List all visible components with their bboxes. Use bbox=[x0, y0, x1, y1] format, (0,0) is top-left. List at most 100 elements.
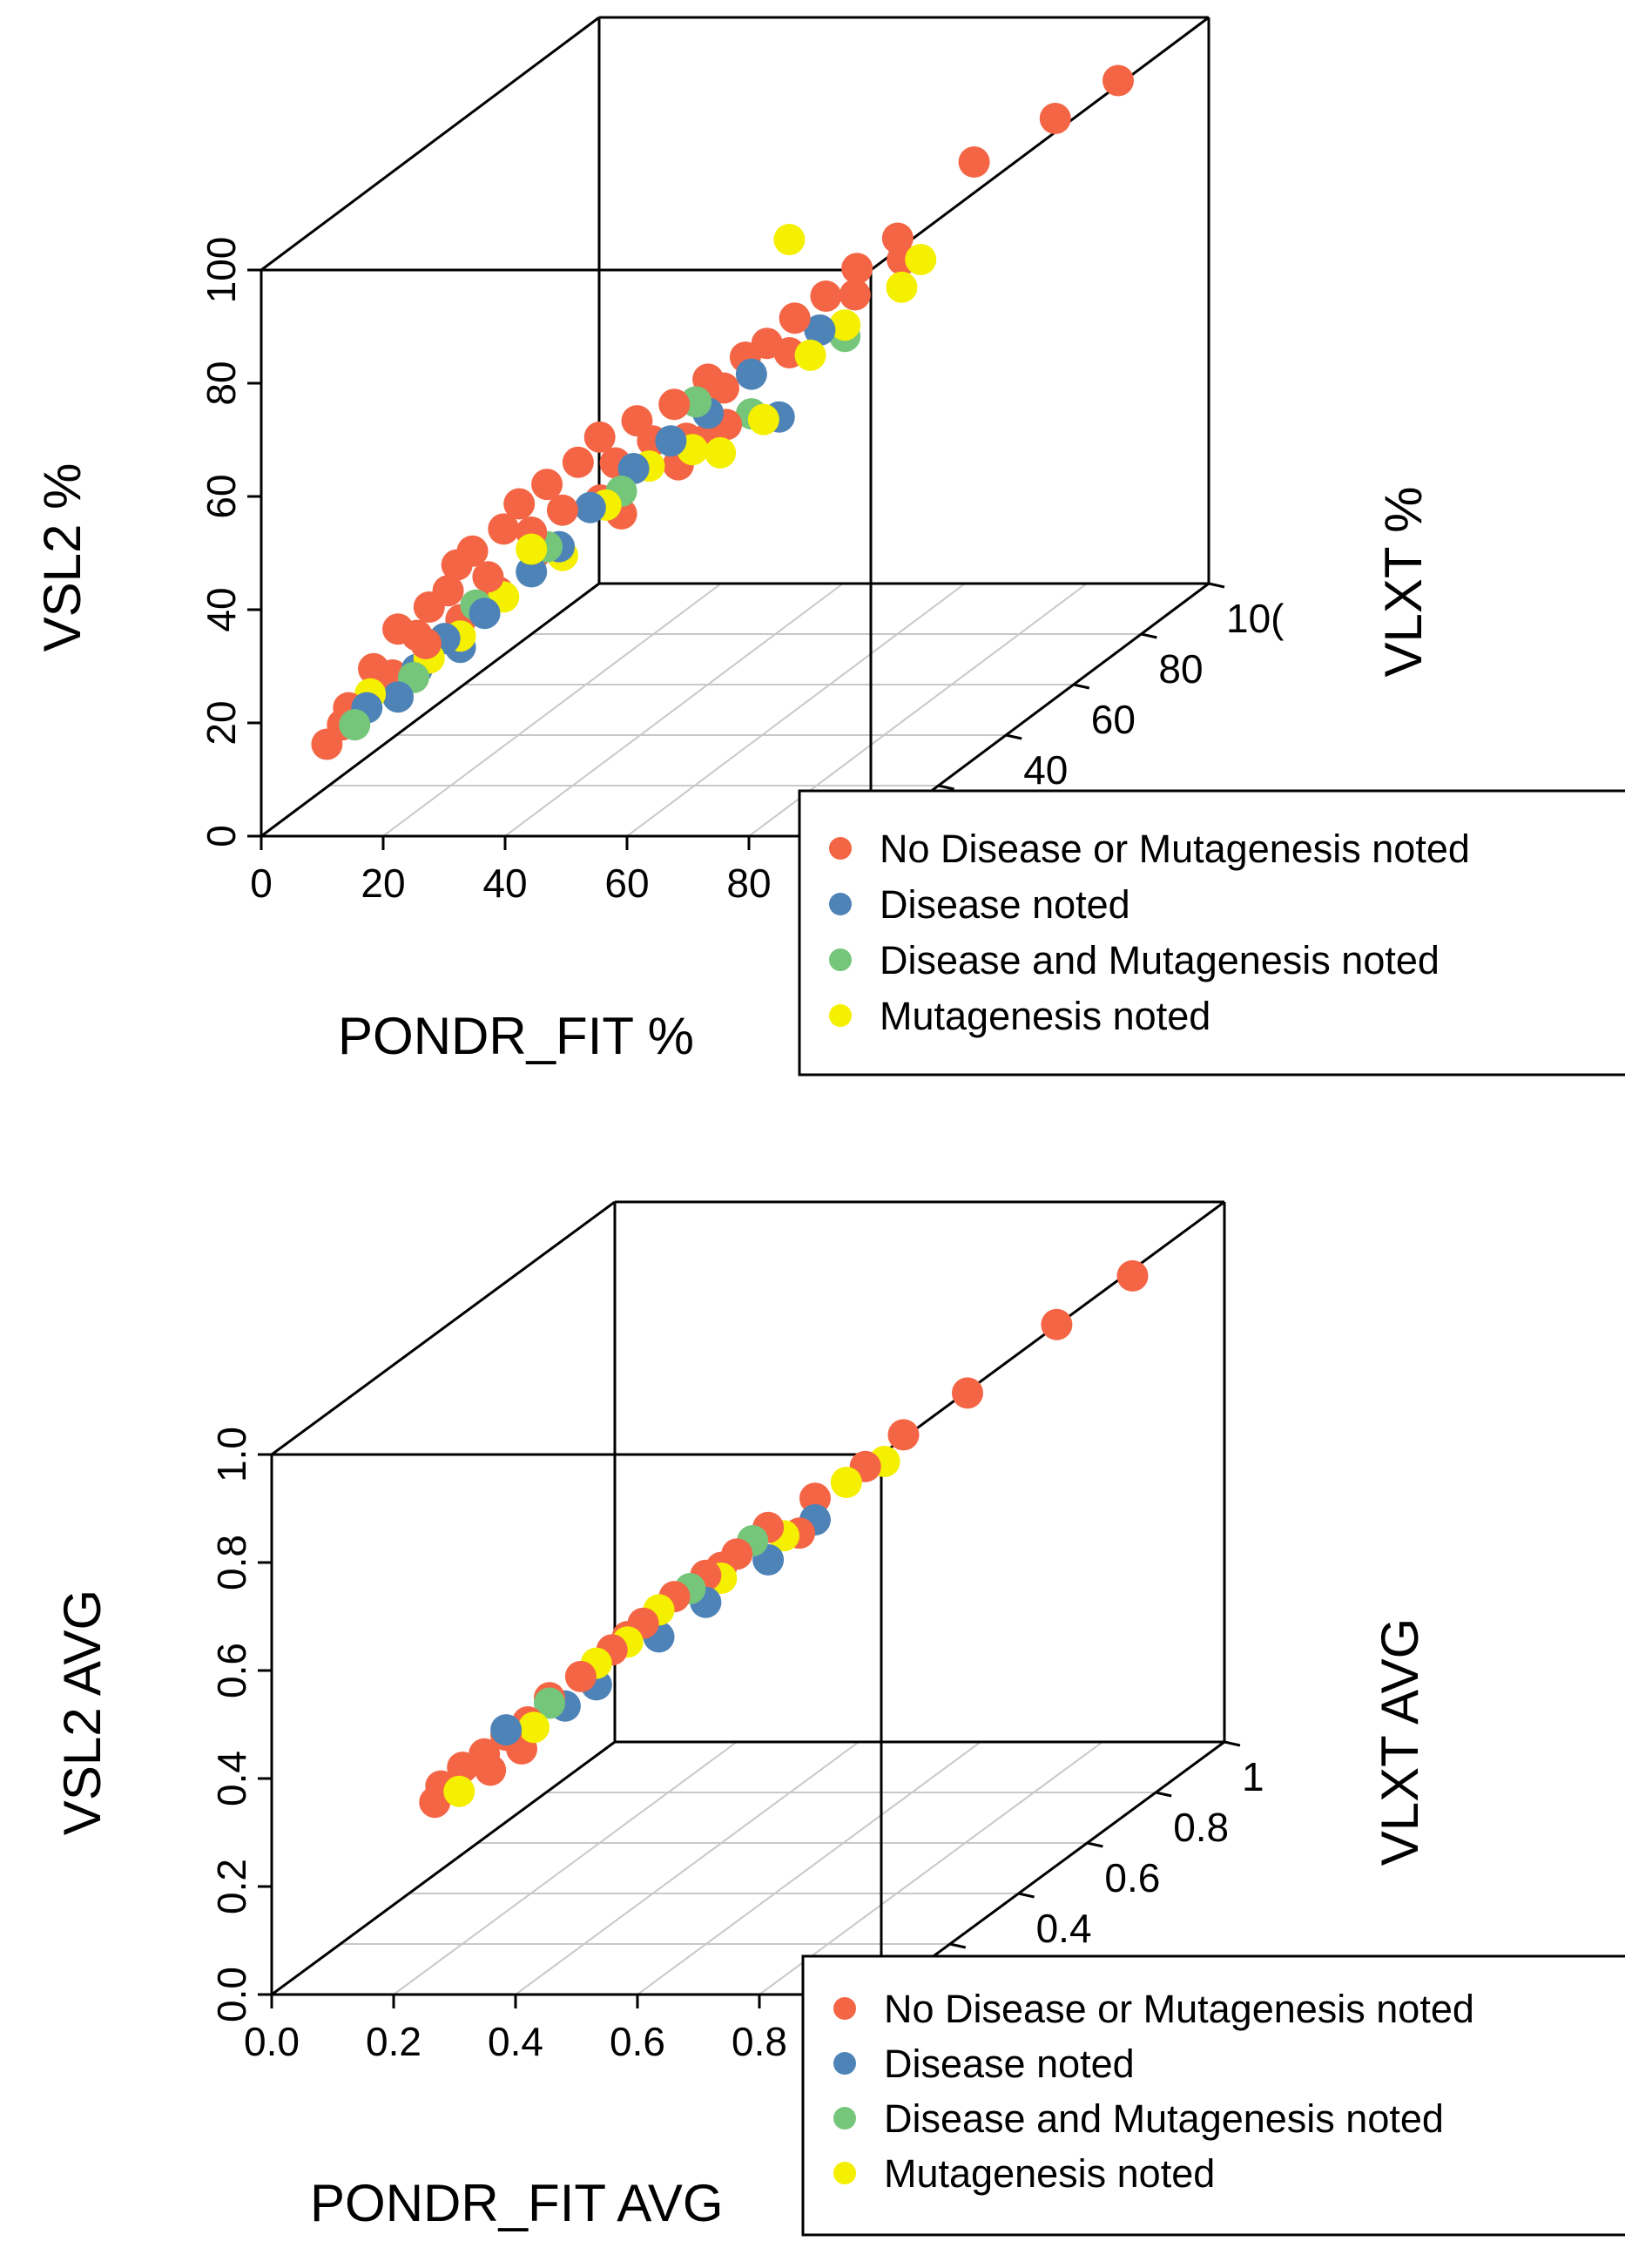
y-tick-mark bbox=[1224, 1740, 1241, 1747]
legend: No Disease or Mutagenesis noted Disease n… bbox=[798, 789, 1625, 1077]
chart-percent: 0204060801000204060802040608010( VSL2 % … bbox=[33, 16, 1625, 1077]
data-point bbox=[546, 494, 578, 526]
legend-label: Disease noted bbox=[880, 882, 1130, 927]
legend-marker bbox=[829, 837, 852, 860]
data-point bbox=[488, 513, 520, 545]
box-edge bbox=[880, 1740, 1225, 1996]
z-tick-label: 0 bbox=[199, 825, 244, 847]
floor-grid-line bbox=[504, 583, 844, 837]
data-point bbox=[621, 405, 653, 437]
data-point bbox=[441, 549, 473, 581]
z-tick-label: 0.0 bbox=[209, 1967, 254, 2022]
data-point bbox=[1039, 103, 1071, 134]
data-point bbox=[447, 1752, 479, 1784]
y-axis-title: VLXT % bbox=[1374, 487, 1433, 678]
z-tick-label: 0.6 bbox=[209, 1643, 254, 1698]
data-point bbox=[1102, 64, 1134, 97]
box-edge bbox=[870, 16, 1210, 272]
floor-grid-line bbox=[626, 583, 966, 837]
y-tick-mark bbox=[1141, 632, 1157, 639]
y-tick-mark bbox=[1005, 733, 1022, 740]
chart-average: 0.00.20.40.60.81.00.00.20.40.60.80.20.40… bbox=[53, 1200, 1625, 2237]
floor-grid-line bbox=[382, 583, 722, 837]
data-point bbox=[409, 627, 442, 659]
data-point bbox=[574, 491, 606, 523]
x-tick-label: 0.4 bbox=[488, 2019, 543, 2064]
data-point bbox=[413, 591, 445, 623]
data-point bbox=[887, 1419, 920, 1451]
floor-grid-line bbox=[759, 1741, 1103, 1995]
x-tick-label: 80 bbox=[726, 861, 771, 906]
legend-marker bbox=[829, 1004, 852, 1027]
y-tick-label: 40 bbox=[1023, 747, 1068, 793]
z-tick-label: 0.2 bbox=[209, 1859, 254, 1914]
y-tick-mark bbox=[1208, 582, 1225, 589]
data-point bbox=[705, 436, 737, 469]
y-tick-mark bbox=[1087, 1841, 1103, 1848]
data-point bbox=[516, 533, 548, 565]
data-point bbox=[779, 302, 811, 334]
z-tick-label: 0.8 bbox=[209, 1535, 254, 1590]
data-point bbox=[475, 1754, 507, 1786]
y-tick-label: 10( bbox=[1226, 596, 1284, 641]
data-point bbox=[503, 488, 536, 520]
legend-label: Disease noted bbox=[884, 2042, 1135, 2086]
data-point bbox=[830, 1467, 862, 1498]
z-tick-label: 1.0 bbox=[209, 1427, 254, 1482]
plot-area: 0.00.20.40.60.81.00.00.20.40.60.80.20.40… bbox=[209, 1200, 1264, 2064]
data-point bbox=[443, 1775, 475, 1807]
box-edge bbox=[271, 1200, 616, 1456]
z-tick-label: 100 bbox=[199, 237, 244, 304]
y-axis-title: VLXT AVG bbox=[1371, 1618, 1429, 1866]
legend-marker bbox=[829, 893, 852, 915]
data-point bbox=[469, 597, 501, 630]
data-point bbox=[655, 425, 687, 457]
data-point bbox=[518, 1711, 550, 1744]
data-point bbox=[516, 556, 548, 588]
data-point bbox=[583, 421, 616, 453]
z-tick-label: 20 bbox=[199, 700, 244, 745]
data-point bbox=[881, 222, 914, 254]
data-point bbox=[658, 388, 691, 421]
data-point bbox=[311, 728, 343, 760]
x-tick-label: 40 bbox=[482, 861, 527, 906]
floor-grid-line bbox=[637, 1741, 981, 1995]
legend-label: No Disease or Mutagenesis noted bbox=[880, 827, 1470, 871]
box-edge bbox=[260, 582, 600, 838]
data-point bbox=[382, 613, 415, 645]
x-tick-label: 0 bbox=[250, 861, 273, 906]
legend-label: Disease and Mutagenesis noted bbox=[880, 938, 1440, 982]
legend-label: Disease and Mutagenesis noted bbox=[884, 2096, 1444, 2141]
x-tick-label: 0.2 bbox=[366, 2019, 421, 2064]
data-point bbox=[958, 146, 990, 178]
y-tick-label: 0.4 bbox=[1036, 1906, 1092, 1951]
y-tick-mark bbox=[1018, 1892, 1035, 1899]
data-point bbox=[841, 253, 873, 285]
data-point bbox=[562, 446, 594, 478]
legend-marker bbox=[833, 2107, 856, 2130]
data-point bbox=[531, 469, 563, 501]
data-point bbox=[804, 314, 836, 346]
legend-label: Mutagenesis noted bbox=[880, 994, 1210, 1038]
data-point bbox=[1116, 1259, 1149, 1292]
x-tick-label: 0.6 bbox=[610, 2019, 665, 2064]
legend-marker bbox=[833, 2052, 856, 2075]
legend-marker bbox=[829, 948, 852, 971]
data-point bbox=[382, 681, 415, 713]
box-edge bbox=[271, 1740, 616, 1996]
data-point bbox=[794, 339, 826, 371]
plot-area: 0204060801000204060802040608010( bbox=[199, 16, 1284, 906]
x-axis-title: PONDR_FIT % bbox=[338, 1007, 694, 1065]
data-point bbox=[952, 1377, 983, 1409]
y-tick-mark bbox=[1073, 683, 1090, 690]
z-axis-title: VSL2 AVG bbox=[53, 1590, 111, 1835]
y-tick-label: 0.6 bbox=[1104, 1855, 1160, 1900]
y-tick-label: 1 bbox=[1242, 1754, 1264, 1799]
floor-grid-line bbox=[515, 1741, 860, 1995]
legend-box bbox=[798, 789, 1625, 1077]
y-tick-label: 60 bbox=[1091, 697, 1136, 742]
data-point bbox=[810, 280, 842, 312]
data-point bbox=[886, 271, 918, 303]
z-tick-label: 80 bbox=[199, 361, 244, 405]
